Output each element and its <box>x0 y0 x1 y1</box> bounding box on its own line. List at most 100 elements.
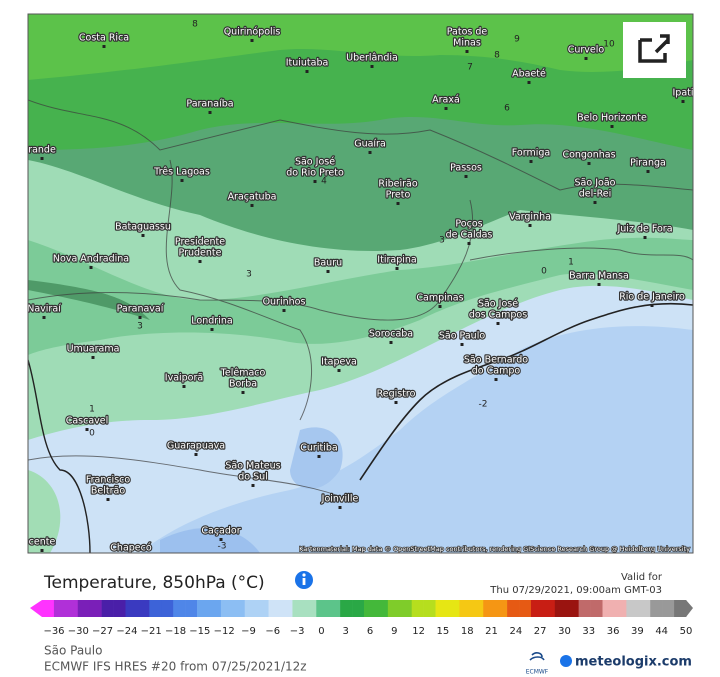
scale-swatch <box>399 600 413 617</box>
scale-swatch <box>53 600 67 617</box>
scale-swatch <box>495 600 508 617</box>
city-marker <box>527 81 531 84</box>
city-label: Nova Andradina <box>53 254 129 265</box>
city-label: Registro <box>377 389 416 400</box>
city-label: dos Campos <box>469 310 527 321</box>
contour-label: 6 <box>504 104 510 114</box>
contour-label: -3 <box>218 542 227 552</box>
scale-swatch <box>220 600 234 617</box>
contour-label: 8 <box>494 51 500 61</box>
scale-swatch <box>197 600 210 617</box>
map: Kartenmaterial: Map data © OpenStreetMap… <box>27 14 693 558</box>
city-label: Rio de Janeiro <box>619 292 685 303</box>
share-button[interactable] <box>623 22 686 78</box>
scale-tick: 39 <box>631 626 644 637</box>
scale-swatch <box>530 600 544 617</box>
city-label: Presidente <box>175 237 225 248</box>
city-marker <box>130 555 133 558</box>
city-label: Itapeva <box>321 357 357 368</box>
ecmwf-logo[interactable]: ECMWF <box>526 669 549 676</box>
city-label: Naviraí <box>27 304 61 315</box>
scale-arrow <box>30 600 42 617</box>
scale-swatch <box>519 600 532 617</box>
city-label: Três Lagoas <box>153 167 210 178</box>
city-marker <box>194 453 198 456</box>
city-marker <box>210 328 214 331</box>
scale-swatch <box>161 600 174 617</box>
city-label: Costa Rica <box>79 33 129 44</box>
city-label: Borba <box>229 379 257 390</box>
city-label: Ribeirão <box>378 179 417 190</box>
scale-swatch <box>626 600 639 617</box>
city-label: Paranaíba <box>186 99 233 110</box>
scale-tick: −12 <box>214 626 235 637</box>
scale-swatch <box>364 600 377 617</box>
scale-swatch <box>447 600 460 617</box>
model-run: ECMWF IFS HRES #20 from 07/25/2021/12z <box>44 660 307 674</box>
scale-swatch <box>566 600 579 617</box>
city-label: Passos <box>450 163 482 174</box>
scale-tick: 12 <box>412 626 425 637</box>
city-label: Araçatuba <box>228 192 277 203</box>
scale-swatch <box>101 600 114 617</box>
scale-swatch <box>614 600 627 617</box>
city-label: Belo Horizonte <box>577 113 647 124</box>
city-marker <box>208 111 212 114</box>
contour-label: 1 <box>89 405 95 415</box>
contour-label: 7 <box>467 63 473 73</box>
scale-swatch <box>423 600 436 617</box>
city-marker <box>198 260 202 263</box>
scale-swatch <box>65 600 79 617</box>
brand[interactable]: meteologix.com <box>575 655 692 670</box>
scale-tick: −15 <box>189 626 210 637</box>
scale-swatch <box>590 600 603 617</box>
city-marker <box>389 341 393 344</box>
info-icon[interactable] <box>295 571 313 589</box>
scale-swatch <box>185 600 198 617</box>
city-label: Cascavel <box>66 416 109 427</box>
city-label: Formiga <box>512 148 550 159</box>
city-marker <box>138 316 142 319</box>
city-marker <box>584 57 588 60</box>
city-marker <box>395 267 399 270</box>
scale-arrow <box>686 600 693 617</box>
scale-swatch <box>387 600 401 617</box>
city-marker <box>305 70 309 73</box>
scale-swatch <box>137 600 150 617</box>
valid-label: Valid for <box>621 572 663 583</box>
city-label: Ituiutaba <box>286 58 329 69</box>
city-label: Abaeté <box>512 69 546 80</box>
city-label: Piranga <box>630 158 666 169</box>
city-marker <box>219 538 223 541</box>
city-label: Guaíra <box>354 139 386 150</box>
city-label: Curvelo <box>568 45 605 56</box>
scale-swatch <box>304 600 317 617</box>
valid-time: Thu 07/29/2021, 09:00am GMT-03 <box>489 585 662 596</box>
city-marker <box>250 39 254 42</box>
city-marker <box>91 356 95 359</box>
scale-tick: −27 <box>92 626 113 637</box>
scale-swatch <box>113 600 126 617</box>
scale-swatch <box>459 600 472 617</box>
city-label: São José <box>478 299 518 310</box>
city-label: Prudente <box>179 248 222 259</box>
scale-swatch <box>208 600 222 617</box>
city-label: Paranavaí <box>117 304 164 315</box>
city-marker <box>326 270 330 273</box>
scale-swatch <box>471 600 484 617</box>
city-marker <box>646 170 650 173</box>
scale-swatch <box>352 600 365 617</box>
city-marker <box>250 204 254 207</box>
city-label: Ipati <box>672 88 693 99</box>
city-marker <box>460 343 464 346</box>
scale-tick: 30 <box>558 626 571 637</box>
scale-tick: −3 <box>290 626 305 637</box>
city-marker <box>528 224 532 227</box>
city-marker <box>313 180 317 183</box>
city-label: del-Rei <box>579 189 612 200</box>
scale-tick: 9 <box>391 626 397 637</box>
city-marker <box>496 322 500 325</box>
city-marker <box>40 157 44 160</box>
city-label: Barra Mansa <box>569 271 629 282</box>
